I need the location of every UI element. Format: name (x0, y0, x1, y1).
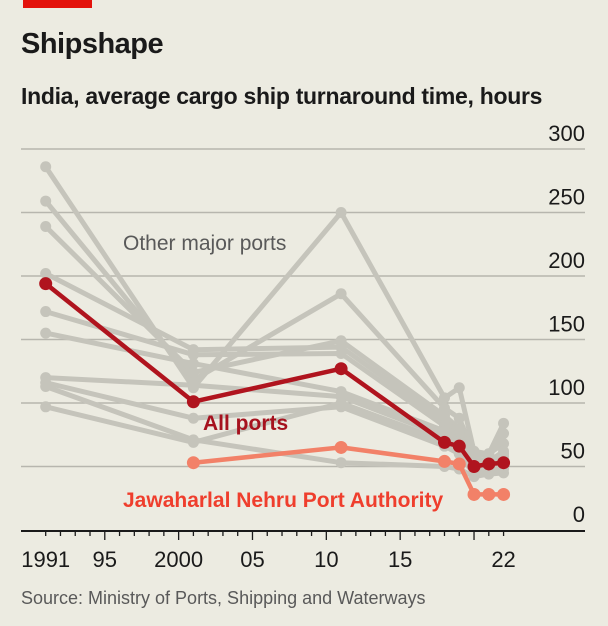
data-point (40, 327, 52, 339)
data-point (187, 367, 199, 379)
y-tick-label: 200 (548, 248, 585, 273)
label-all-ports: All ports (203, 412, 288, 435)
data-point (39, 277, 53, 291)
data-point (437, 454, 451, 468)
data-point (40, 195, 52, 207)
data-point (40, 161, 52, 173)
data-point (335, 397, 347, 409)
x-axis: 1991 95 2000 05 10 15 22 (21, 530, 585, 572)
series-all-ports (39, 277, 511, 473)
x-tick-label: 2000 (154, 547, 203, 572)
data-point (335, 207, 347, 218)
data-point (40, 267, 52, 279)
data-point (497, 456, 511, 470)
data-point (483, 468, 495, 480)
y-tick-label: 100 (548, 375, 585, 400)
data-point (453, 382, 465, 394)
y-tick-label: 250 (548, 185, 585, 210)
y-axis-labels: 0 50 100 150 200 250 300 (548, 121, 585, 527)
data-point (482, 457, 496, 471)
data-point (437, 435, 451, 449)
data-point (40, 380, 52, 392)
x-tick-label: 95 (93, 547, 117, 572)
data-point (334, 362, 348, 376)
label-jnpa: Jawaharlal Nehru Port Authority (123, 489, 443, 512)
data-point (453, 412, 465, 424)
data-point (467, 487, 481, 501)
highlight-lines (39, 277, 511, 501)
data-point (468, 471, 480, 483)
data-point (482, 487, 496, 501)
data-point (187, 379, 199, 391)
data-point (498, 438, 510, 450)
data-point (452, 457, 466, 471)
brand-red-tag (23, 0, 92, 8)
data-point (187, 412, 199, 424)
data-point (498, 467, 510, 479)
data-point (187, 358, 199, 370)
x-tick-label: 1991 (21, 547, 70, 572)
y-tick-label: 50 (561, 439, 585, 464)
data-point (497, 487, 511, 501)
data-point (335, 457, 347, 469)
data-point (40, 306, 52, 318)
data-point (186, 456, 200, 470)
data-point (334, 440, 348, 454)
x-tick-label: 15 (388, 547, 412, 572)
x-tick-label: 05 (240, 547, 264, 572)
series-labels: Other major ports All ports Jawaharlal N… (123, 232, 443, 512)
data-point (498, 448, 510, 460)
x-tick-label: 10 (314, 547, 338, 572)
data-point (498, 427, 510, 439)
data-point (40, 220, 52, 232)
chart-subtitle: India, average cargo ship turnaround tim… (21, 83, 543, 109)
y-tick-label: 150 (548, 312, 585, 337)
y-tick-label: 0 (573, 502, 585, 527)
data-point (186, 395, 200, 409)
data-point (40, 401, 52, 413)
data-point (498, 417, 510, 429)
source-note: Source: Ministry of Ports, Shipping and … (21, 588, 426, 608)
data-point (438, 392, 450, 404)
label-other-major-ports: Other major ports (123, 232, 286, 255)
data-point (187, 349, 199, 361)
data-point (467, 460, 481, 473)
data-point (187, 436, 199, 448)
chart-title: Shipshape (21, 28, 164, 60)
data-point (335, 347, 347, 359)
series-jawaharlal-nehru-port-authority (186, 440, 511, 501)
x-tick-label: 22 (491, 547, 515, 572)
data-point (335, 288, 347, 300)
data-point (452, 439, 466, 453)
y-tick-label: 300 (548, 121, 585, 146)
